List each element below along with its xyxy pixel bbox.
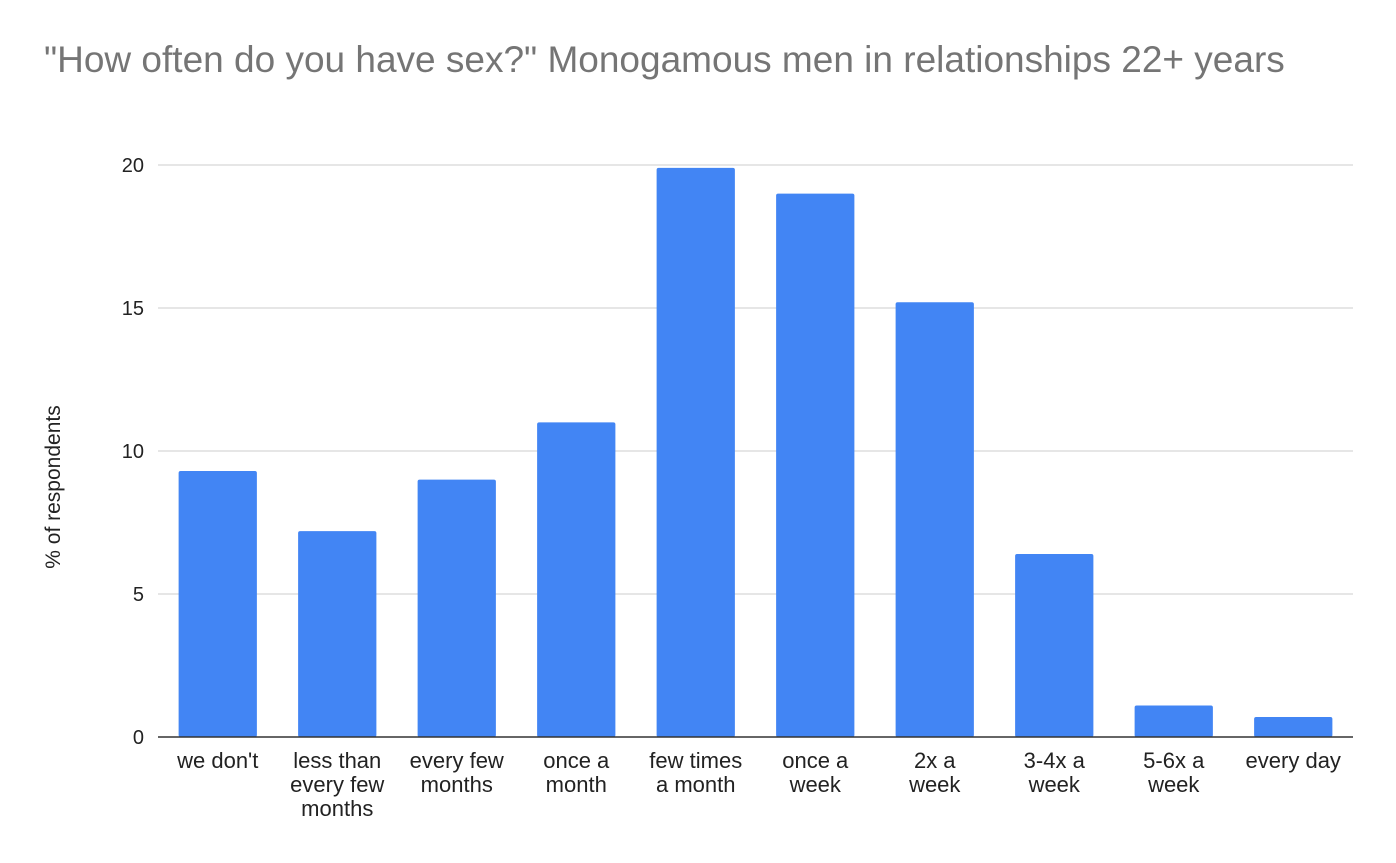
x-category-label: few times a month: [649, 748, 742, 797]
bar: [537, 422, 616, 737]
x-category-label-line: months: [421, 772, 493, 797]
x-category-label-line: we don't: [176, 748, 258, 773]
x-category-label-line: week: [908, 772, 961, 797]
x-category-label-line: 3-4x a: [1024, 748, 1086, 773]
y-tick-label: 0: [133, 727, 144, 749]
y-tick-label: 5: [133, 584, 144, 606]
bar: [178, 471, 257, 737]
x-category-label-line: once a: [782, 748, 849, 773]
bar: [417, 479, 496, 737]
x-category-label-line: 2x a: [914, 748, 956, 773]
x-category-label-line: month: [546, 772, 607, 797]
bar: [776, 193, 855, 738]
x-category-label-line: week: [1147, 772, 1200, 797]
bars: [178, 167, 1333, 738]
x-category-label-line: week: [1028, 772, 1081, 797]
bar: [1134, 705, 1213, 737]
x-category-label-line: few times: [649, 748, 742, 773]
x-category-label-line: less than: [293, 748, 381, 773]
y-axis-ticks: 0 5 10 15 20: [122, 155, 144, 749]
x-category-label-line: 5-6x a: [1143, 748, 1205, 773]
gridlines: [158, 164, 1353, 595]
y-axis-title: % of respondents: [42, 405, 65, 568]
x-category-label-line: once a: [543, 748, 610, 773]
y-tick-label: 10: [122, 441, 144, 463]
bar: [895, 302, 974, 737]
y-tick-label: 20: [122, 155, 144, 177]
x-category-label: 2x a week: [908, 748, 961, 797]
x-category-label-line: every day: [1246, 748, 1341, 773]
bar: [298, 531, 377, 737]
x-category-label: once a month: [543, 748, 610, 797]
x-category-label-line: week: [789, 772, 842, 797]
x-category-label: we don't: [176, 748, 258, 773]
chart-title: "How often do you have sex?" Monogamous …: [44, 39, 1285, 80]
bar: [1015, 553, 1094, 737]
x-category-label: less than every few months: [290, 748, 384, 821]
x-category-label: 3-4x a week: [1024, 748, 1086, 797]
bar: [656, 167, 735, 738]
x-category-label-line: every few: [410, 748, 504, 773]
x-category-label: every few months: [410, 748, 504, 797]
x-category-label: 5-6x a week: [1143, 748, 1205, 797]
x-category-label-line: a month: [656, 772, 736, 797]
bar: [1254, 716, 1333, 737]
x-category-label: once a week: [782, 748, 849, 797]
x-category-label-line: every few: [290, 772, 384, 797]
x-category-label: every day: [1246, 748, 1341, 773]
x-category-label-line: months: [301, 796, 373, 821]
y-tick-label: 15: [122, 298, 144, 320]
